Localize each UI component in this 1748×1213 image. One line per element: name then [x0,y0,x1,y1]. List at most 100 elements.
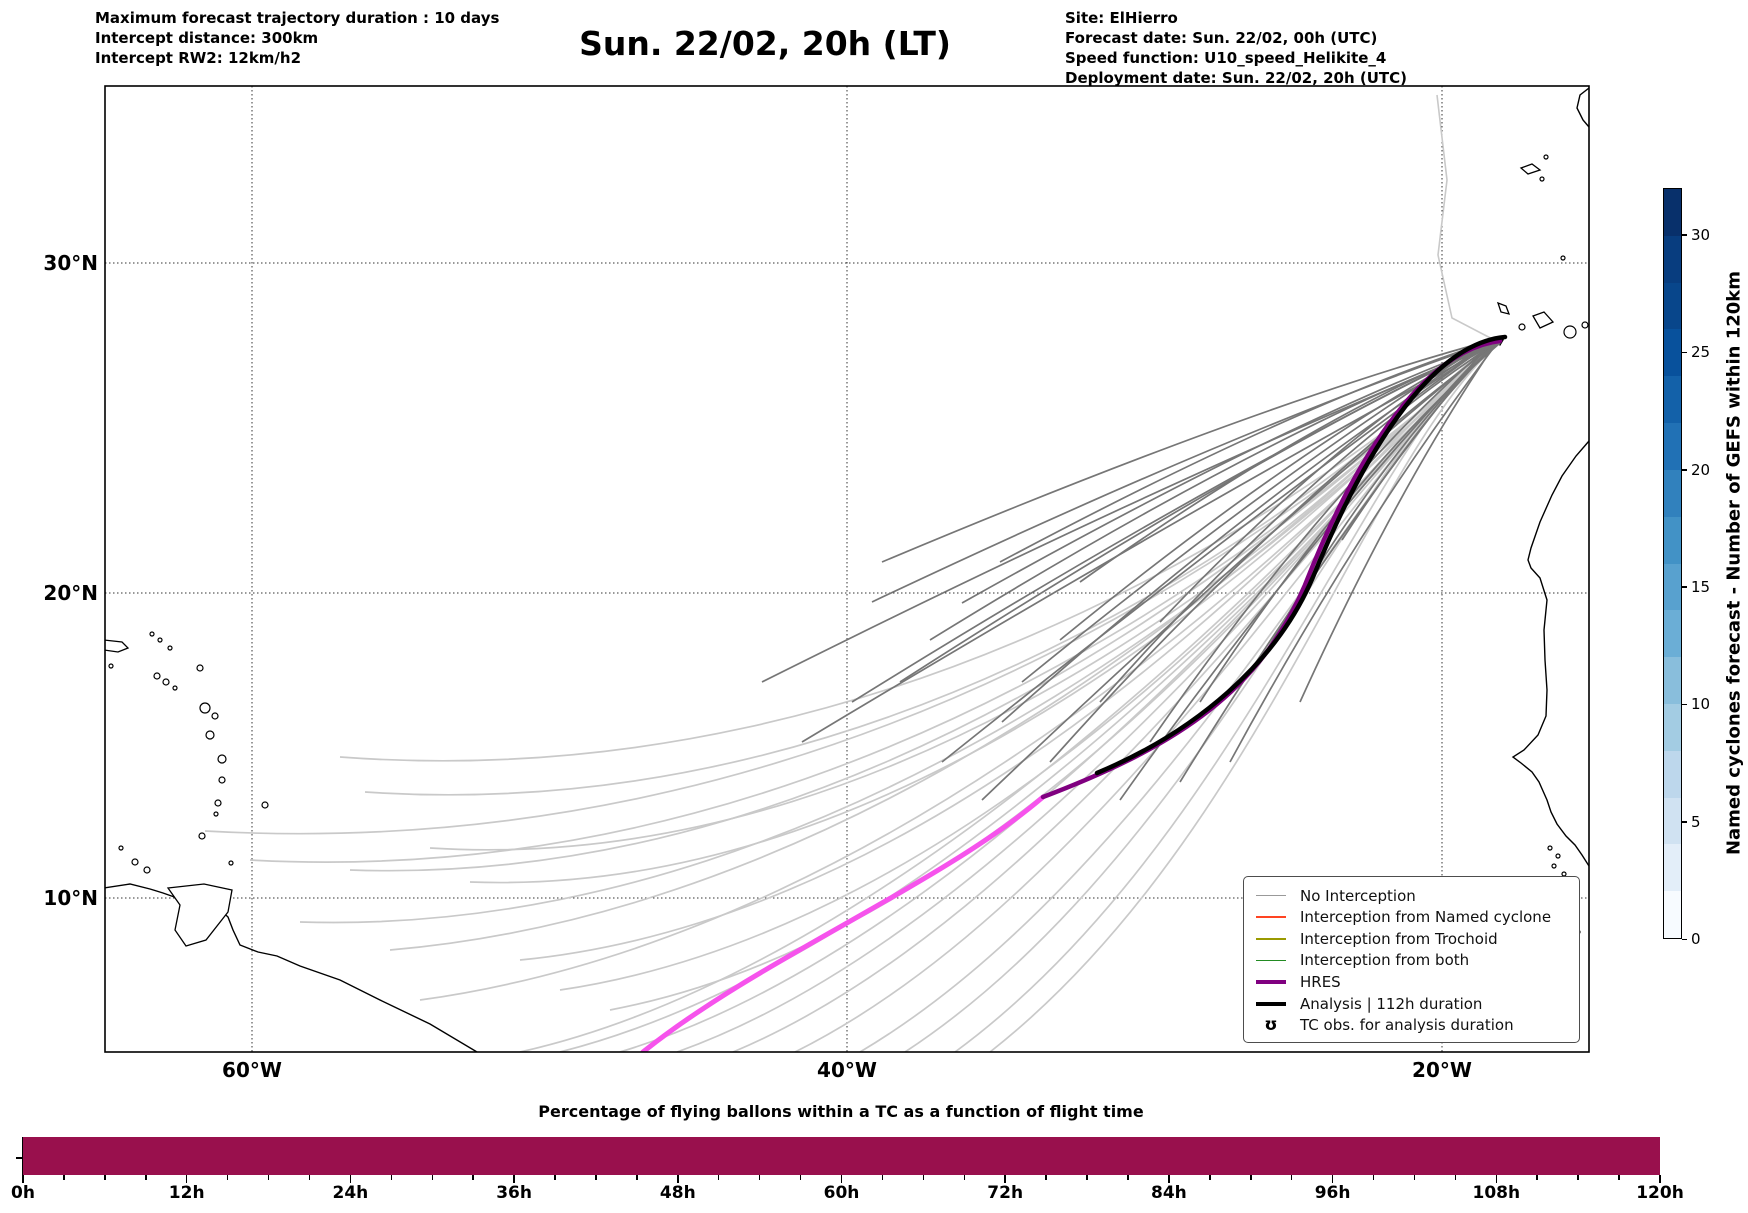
trajectory-no-interception [1299,339,1499,703]
x-axis-minor-tick [1454,1175,1457,1180]
trajectory-no-interception [801,340,1501,743]
island-puerto-rico [105,639,130,653]
trajectory-no-interception [1149,341,1495,743]
island-madeira [1519,163,1542,175]
x-axis-tick-label: 12h [168,1183,205,1203]
x-axis-minor-tick [1086,1175,1088,1180]
x-axis-minor-tick [1209,1175,1211,1180]
island-dot [199,702,211,714]
legend-item-label: TC obs. for analysis duration [1300,1016,1514,1035]
header-param-line: Intercept distance: 300km [95,29,319,47]
colorbar-tick [1682,821,1687,823]
legend-line-swatch [1256,979,1286,985]
bottom-chart-y-tick [16,1157,23,1159]
map-content [105,86,1589,1052]
x-axis-minor-tick [63,1175,65,1180]
legend-item-label: Analysis | 112h duration [1300,994,1483,1013]
header-left-params: Maximum forecast trajectory duration : 1… [95,8,499,68]
colorbar-tick-label: 15 [1691,577,1711,596]
colorbar-segment [1664,235,1681,283]
x-axis-minor-tick [922,1175,925,1180]
coastline-africa-main [1511,440,1589,867]
x-axis-minor-tick [963,1175,966,1180]
x-axis-major-tick [1495,1175,1498,1183]
tc-percentage-bar [23,1137,1660,1175]
trajectory-no-interception [1341,341,1499,541]
trajectory-no-interception-faded [249,341,1497,863]
trajectory-no-interception [761,342,1501,683]
colorbar-segment [1664,610,1681,658]
x-axis-major-tick [185,1175,188,1183]
trajectory-no-interception [1229,341,1499,763]
legend-item-label: No Interception [1300,886,1416,905]
legend-item-label: Interception from both [1300,951,1470,970]
lon-tick-label: 60°W [222,1058,282,1082]
x-axis-minor-tick [554,1175,556,1180]
map-legend: No Interception Interception from Named c… [1243,876,1580,1043]
island-dot [1560,255,1566,261]
x-axis-tick-label: 84h [1151,1183,1187,1203]
coastline-south-america [105,883,478,1052]
x-axis-minor-tick [717,1175,720,1180]
x-axis-major-tick [1004,1175,1006,1183]
x-axis-major-tick [1331,1175,1334,1183]
x-axis-minor-tick [267,1175,270,1180]
map-border [104,85,1590,1053]
colorbar-tick-label: 20 [1691,460,1711,479]
header-param-line: Maximum forecast trajectory duration : 1… [95,9,500,27]
x-axis-tick-label: 120h [1636,1183,1684,1203]
legend-line-swatch [1256,938,1286,940]
legend-item: ʊ TC obs. for analysis duration [1256,1015,1569,1036]
island-dot [261,801,269,809]
trajectory-no-interception [999,339,1495,563]
x-axis-tick-label: 72h [987,1183,1024,1203]
x-axis-minor-tick [1290,1175,1293,1180]
bottom-chart-title: Percentage of flying ballons within a TC… [538,1102,1144,1121]
x-axis-tick-label: 48h [659,1183,696,1203]
island-dot [214,799,222,807]
x-axis-minor-tick [1372,1175,1375,1180]
x-axis-minor-tick [145,1175,147,1180]
colorbar-tick [1682,234,1687,236]
x-axis-major-tick [513,1175,515,1183]
x-axis-minor-tick [226,1175,229,1180]
island-dot [162,678,170,686]
legend-line-swatch [1256,916,1286,918]
island-dot [1551,863,1557,869]
colorbar-tick [1682,586,1687,588]
x-axis-minor-tick [390,1175,393,1180]
x-axis-minor-tick [1536,1175,1538,1180]
trajectory-no-interception-faded [519,338,1495,961]
x-axis-minor-tick [308,1175,311,1180]
island-dot [157,637,163,643]
x-axis-major-tick [677,1175,679,1183]
x-axis-minor-tick [1045,1175,1047,1180]
x-axis-minor-tick [636,1175,638,1180]
header-param-line: Speed function: U10_speed_Helikite_4 [1065,49,1387,67]
island-dot [153,672,161,680]
coastline-morocco-sliver [1576,87,1589,128]
trajectory-no-interception [1001,340,1497,723]
legend-item: Analysis | 112h duration [1256,993,1569,1014]
legend-item: Interception from both [1256,950,1569,971]
colorbar-tick-label: 5 [1691,812,1701,831]
colorbar-segment [1664,376,1681,424]
lon-tick-label: 20°W [1412,1058,1472,1082]
island-dot [1547,845,1553,851]
colorbar-tick-label: 10 [1691,695,1711,714]
colorbar-segment [1664,329,1681,377]
colorbar-tick [1682,703,1687,706]
page-title: Sun. 22/02, 20h (LT) [579,24,951,63]
x-axis-major-tick [349,1175,352,1183]
colorbar-segment [1664,750,1681,798]
colorbar-segment [1664,844,1681,892]
island-dot [172,685,178,691]
x-axis-minor-tick [1618,1175,1620,1180]
colorbar-segment [1664,797,1681,845]
x-axis-major-tick [22,1175,24,1183]
bottom-chart-y-axis [22,1137,24,1175]
island-dot [1518,323,1526,331]
x-axis-minor-tick [758,1175,761,1180]
colorbar-segment [1664,703,1681,751]
colorbar-tick [1682,351,1687,354]
